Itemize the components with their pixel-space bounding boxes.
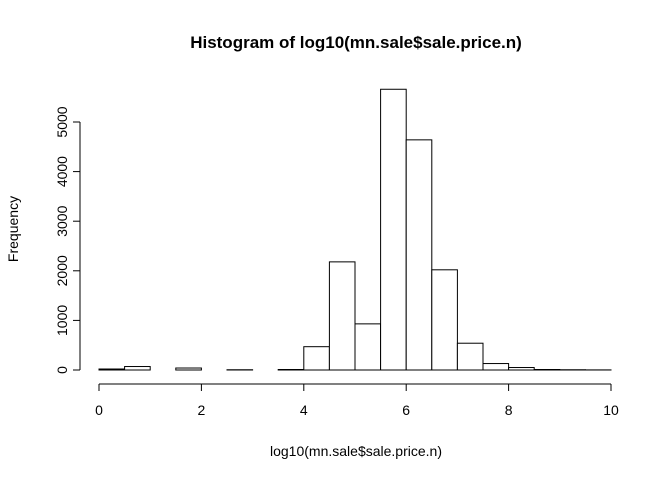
- bar: [175, 367, 202, 371]
- x-tick-label: 8: [505, 402, 513, 418]
- y-tick-label: 2000: [54, 255, 70, 286]
- y-tick-label: 4000: [54, 156, 70, 187]
- bar: [124, 366, 151, 371]
- x-tick-label: 10: [603, 402, 619, 418]
- y-tick-label: 3000: [54, 205, 70, 236]
- bar: [431, 269, 458, 371]
- chart-title: Histogram of log10(mn.sale$sale.price.n): [190, 33, 522, 52]
- x-tick-label: 0: [95, 402, 103, 418]
- y-tick-label: 5000: [54, 106, 70, 137]
- bar: [482, 363, 510, 371]
- x-tick-label: 2: [198, 402, 206, 418]
- bar: [508, 367, 535, 371]
- bar: [380, 88, 407, 371]
- y-tick-label: 0: [54, 366, 70, 374]
- bar: [303, 346, 330, 371]
- x-axis-label: log10(mn.sale$sale.price.n): [270, 443, 442, 459]
- bar: [405, 139, 433, 371]
- x-tick-label: 4: [300, 402, 308, 418]
- y-tick-label: 1000: [54, 305, 70, 336]
- bar: [456, 342, 484, 371]
- bar: [98, 368, 126, 371]
- y-axis-label: Frequency: [5, 196, 21, 262]
- x-tick-label: 6: [402, 402, 410, 418]
- bar: [328, 261, 356, 371]
- bar: [354, 323, 382, 371]
